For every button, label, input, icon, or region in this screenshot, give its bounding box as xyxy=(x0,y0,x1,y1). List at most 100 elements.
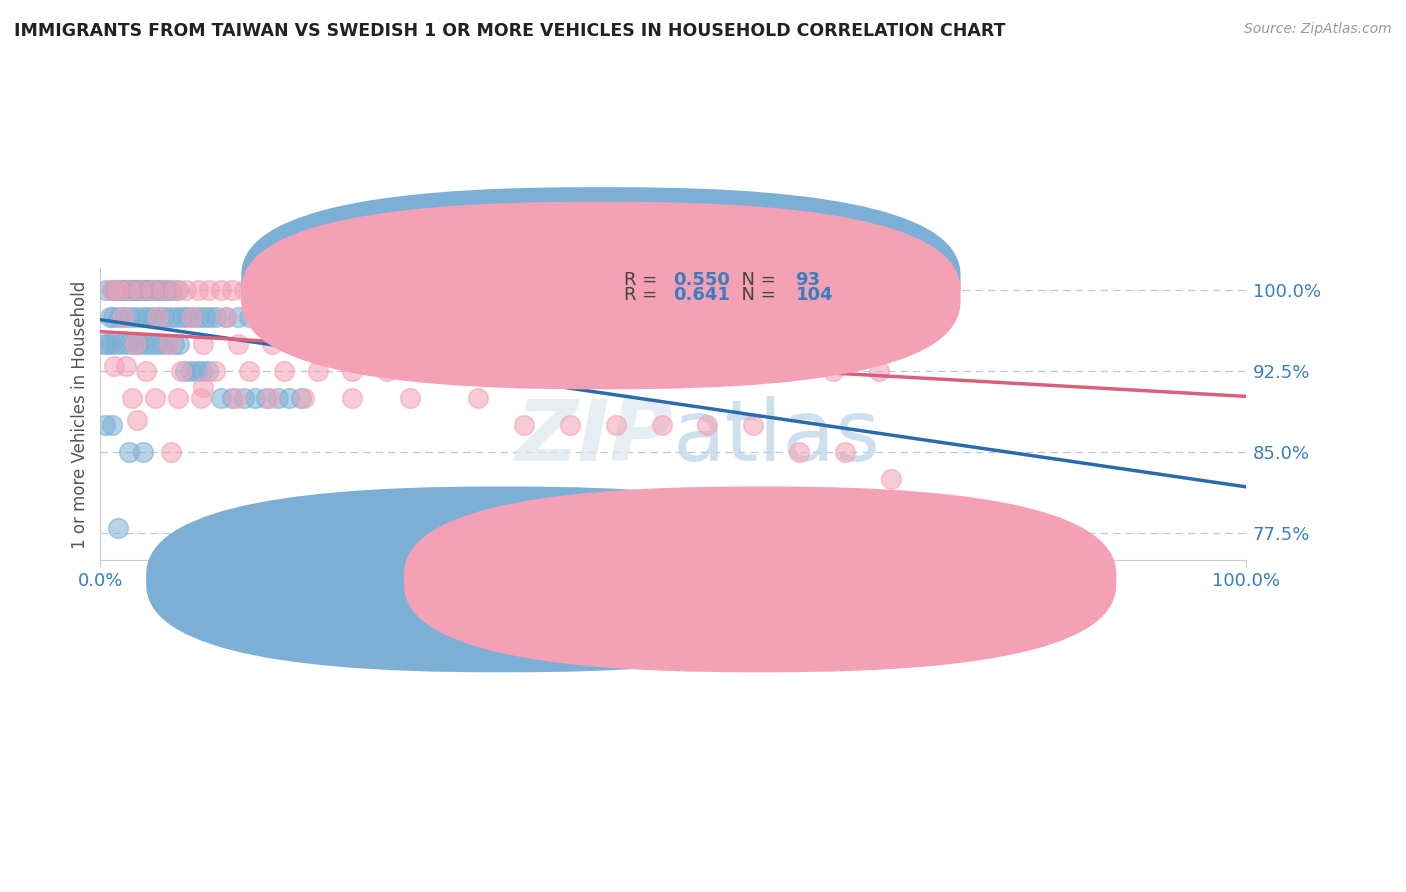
Point xyxy=(444,337,467,351)
Point xyxy=(254,391,277,405)
Point xyxy=(582,337,605,351)
Text: N =: N = xyxy=(730,286,782,304)
Point xyxy=(718,337,741,351)
Point xyxy=(307,364,329,378)
Point xyxy=(114,359,136,373)
Point xyxy=(226,337,249,351)
Point xyxy=(190,391,212,405)
Point xyxy=(124,337,146,351)
Point xyxy=(811,337,834,351)
Point xyxy=(129,283,152,297)
Point xyxy=(342,391,364,405)
Point xyxy=(456,364,478,378)
Point xyxy=(121,391,143,405)
Text: Immigrants from Taiwan: Immigrants from Taiwan xyxy=(522,570,723,589)
Point xyxy=(232,391,254,405)
Point xyxy=(267,283,290,297)
Point xyxy=(398,391,420,405)
Point xyxy=(146,310,169,324)
Point xyxy=(502,364,524,378)
Point xyxy=(143,391,166,405)
Point xyxy=(433,310,456,324)
Point xyxy=(120,283,142,297)
Point xyxy=(125,310,148,324)
Point xyxy=(142,310,165,324)
Point xyxy=(605,418,627,433)
Point xyxy=(187,310,209,324)
Point xyxy=(273,364,295,378)
Point xyxy=(307,283,329,297)
Point xyxy=(249,310,271,324)
Point xyxy=(221,283,243,297)
Point xyxy=(387,310,409,324)
Point xyxy=(834,445,856,459)
Point xyxy=(197,364,219,378)
Point xyxy=(205,310,228,324)
Point xyxy=(823,364,845,378)
Point xyxy=(138,283,160,297)
Point xyxy=(336,283,359,297)
Point xyxy=(181,310,204,324)
Point xyxy=(187,283,209,297)
Point xyxy=(292,391,315,405)
Point xyxy=(254,283,277,297)
Text: 0.641: 0.641 xyxy=(673,286,730,304)
Point xyxy=(249,310,271,324)
Point xyxy=(290,283,312,297)
Point xyxy=(112,310,135,324)
Text: 93: 93 xyxy=(796,271,821,289)
Point xyxy=(128,337,150,351)
Point xyxy=(174,364,197,378)
Point xyxy=(467,391,489,405)
Text: Source: ZipAtlas.com: Source: ZipAtlas.com xyxy=(1244,22,1392,37)
Point xyxy=(558,418,581,433)
Point xyxy=(94,283,117,297)
Text: N =: N = xyxy=(730,271,782,289)
Point xyxy=(136,310,159,324)
Point xyxy=(132,283,155,297)
FancyBboxPatch shape xyxy=(242,187,960,375)
Text: Swedes: Swedes xyxy=(779,570,844,589)
Point xyxy=(107,521,129,535)
Point xyxy=(307,310,329,324)
Point xyxy=(111,337,134,351)
Point xyxy=(536,337,558,351)
Point xyxy=(243,391,266,405)
Point xyxy=(174,283,197,297)
Point xyxy=(221,391,243,405)
Point xyxy=(145,337,167,351)
Point xyxy=(278,283,301,297)
Point xyxy=(139,337,162,351)
Point xyxy=(150,337,173,351)
Point xyxy=(101,283,124,297)
Point xyxy=(215,310,238,324)
Point xyxy=(868,364,890,378)
Point xyxy=(571,310,593,324)
Point xyxy=(101,418,124,433)
Point xyxy=(209,391,232,405)
Point xyxy=(243,283,266,297)
Point xyxy=(105,337,128,351)
FancyBboxPatch shape xyxy=(242,202,960,389)
Point xyxy=(193,337,215,351)
Point xyxy=(141,283,163,297)
Point xyxy=(731,364,754,378)
Point xyxy=(491,337,513,351)
Text: 104: 104 xyxy=(796,286,834,304)
Point xyxy=(273,310,295,324)
Point xyxy=(125,283,148,297)
Text: IMMIGRANTS FROM TAIWAN VS SWEDISH 1 OR MORE VEHICLES IN HOUSEHOLD CORRELATION CH: IMMIGRANTS FROM TAIWAN VS SWEDISH 1 OR M… xyxy=(14,22,1005,40)
Text: R =: R = xyxy=(624,271,662,289)
Point xyxy=(118,283,141,297)
Point xyxy=(662,310,685,324)
Point xyxy=(167,283,190,297)
Point xyxy=(191,364,214,378)
Point xyxy=(152,283,174,297)
Point xyxy=(696,418,718,433)
Point xyxy=(118,283,141,297)
Point xyxy=(127,283,149,297)
Point xyxy=(318,310,340,324)
Point xyxy=(135,283,157,297)
Point xyxy=(262,310,284,324)
Point xyxy=(318,310,340,324)
